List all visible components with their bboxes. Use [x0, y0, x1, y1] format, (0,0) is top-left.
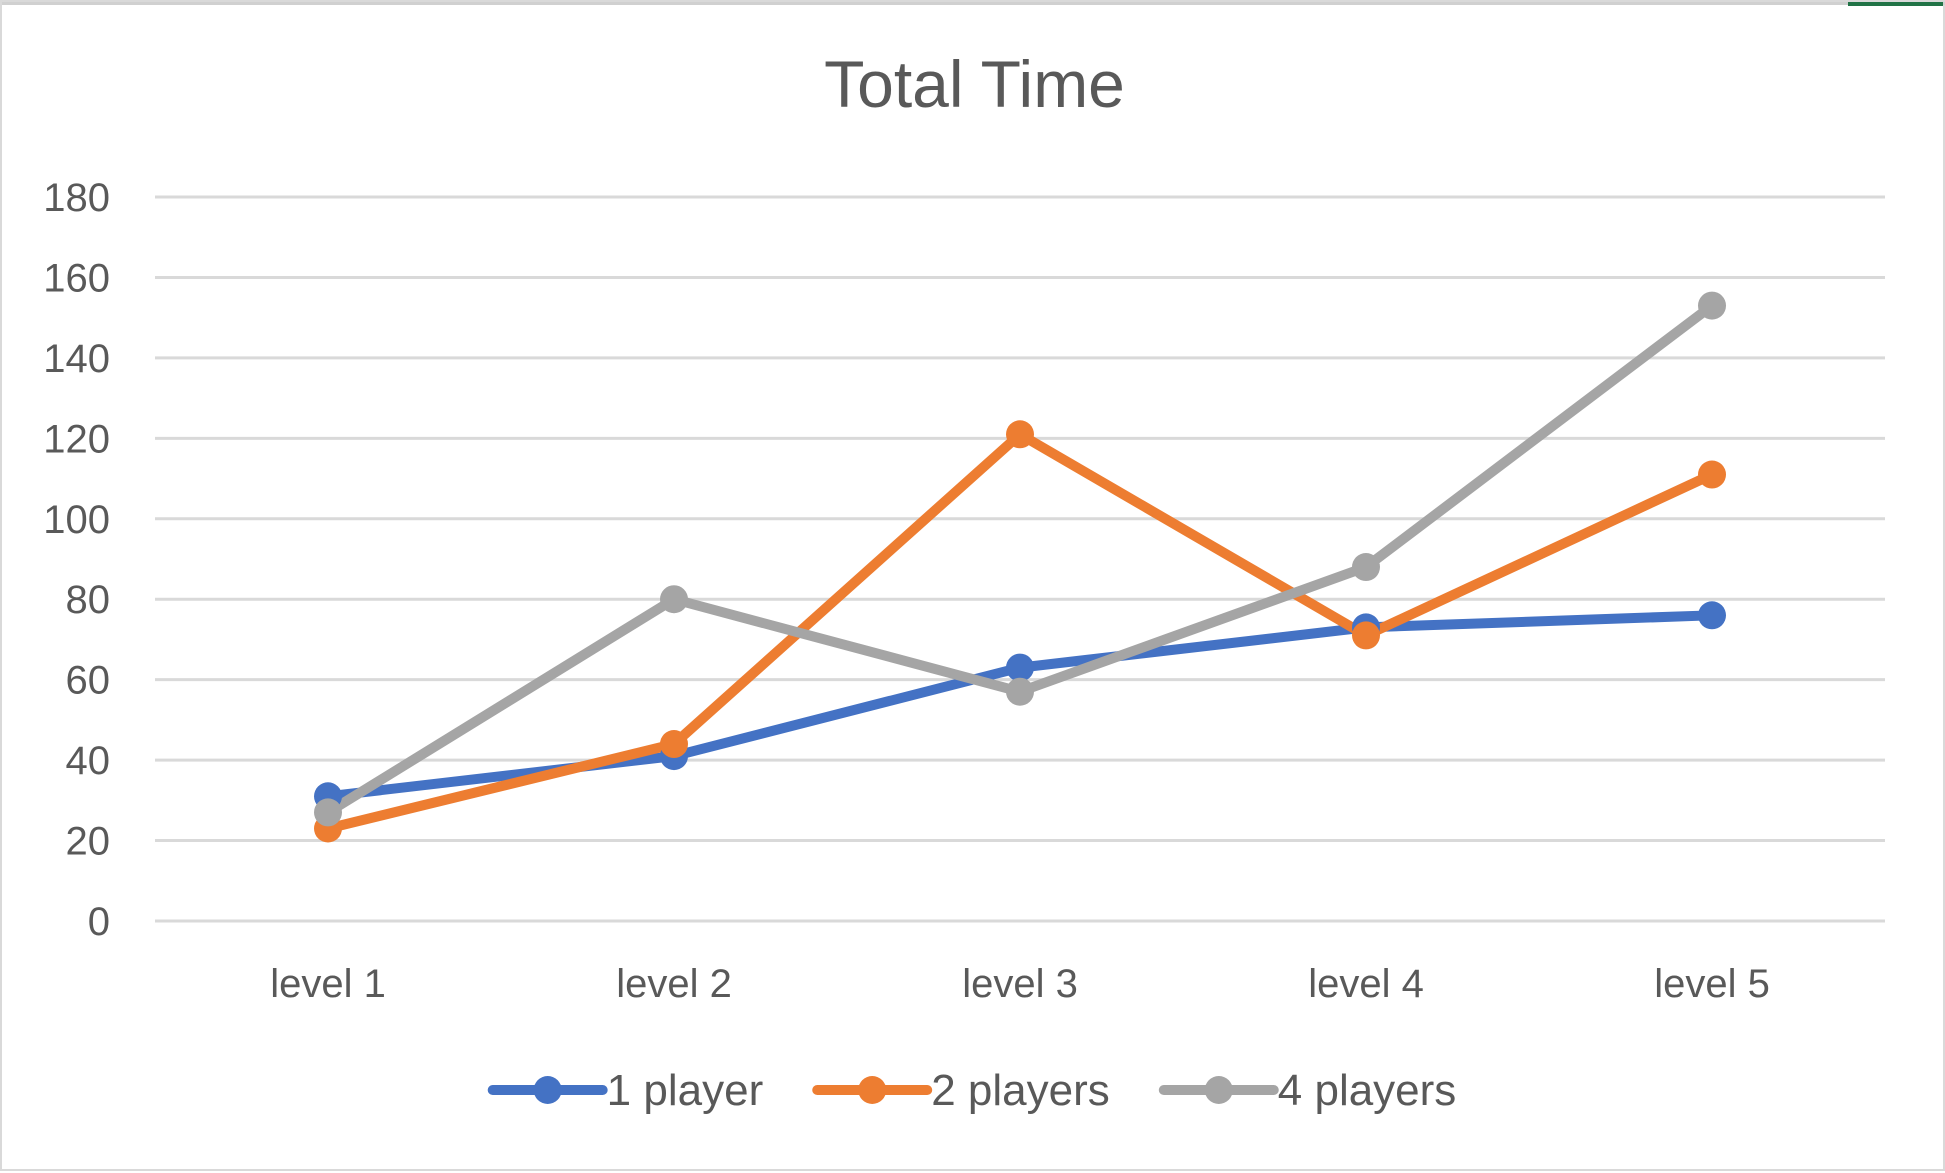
y-tick-label: 180 — [43, 176, 110, 220]
data-point — [1352, 621, 1380, 650]
x-tick-label: level 2 — [616, 962, 732, 1006]
data-point — [660, 585, 688, 614]
data-point — [1698, 460, 1726, 489]
x-axis-tick-labels: level 1 level 2 level 3 level 4 level 5 — [270, 962, 1770, 1006]
y-tick-label: 40 — [66, 739, 111, 783]
y-tick-label: 100 — [43, 498, 110, 542]
data-point — [1006, 653, 1034, 682]
x-tick-label: level 1 — [270, 962, 386, 1006]
legend-item: 4 players — [1158, 1066, 1457, 1115]
data-point — [1698, 601, 1726, 630]
legend-point-marker — [1204, 1076, 1233, 1104]
sheet-gridline — [2, 2, 1945, 5]
series-points — [314, 291, 1726, 843]
x-tick-label: level 4 — [1308, 962, 1424, 1006]
legend-label: 2 players — [931, 1066, 1110, 1115]
legend-item: 2 players — [812, 1066, 1110, 1115]
y-tick-label: 80 — [66, 578, 111, 622]
series-line-1 — [323, 610, 1717, 802]
data-point — [660, 730, 688, 759]
data-point — [314, 798, 342, 827]
series-line-3 — [323, 300, 1717, 818]
legend-point-marker — [858, 1076, 887, 1104]
chart-title: Total Time — [824, 47, 1125, 121]
y-tick-label: 120 — [43, 417, 110, 461]
x-tick-label: level 3 — [962, 962, 1078, 1006]
data-point — [1352, 553, 1380, 582]
legend-item: 1 player — [487, 1066, 764, 1115]
legend: 1 player 2 players 4 players — [487, 1066, 1457, 1115]
x-tick-label: level 5 — [1654, 962, 1770, 1006]
y-tick-label: 0 — [88, 900, 110, 944]
y-tick-label: 20 — [66, 820, 111, 864]
data-point — [1006, 420, 1034, 449]
data-point — [1698, 291, 1726, 320]
data-point — [1006, 677, 1034, 706]
legend-label: 1 player — [607, 1066, 764, 1115]
y-tick-label: 140 — [43, 337, 110, 381]
y-axis-tick-labels: 0 20 40 60 80 100 120 140 160 180 — [43, 176, 110, 944]
sheet-selection-accent — [1848, 2, 1943, 6]
legend-point-marker — [533, 1076, 562, 1104]
series-lines — [323, 300, 1717, 834]
y-tick-label: 160 — [43, 256, 110, 300]
y-tick-label: 60 — [66, 659, 111, 703]
legend-label: 4 players — [1278, 1066, 1457, 1115]
